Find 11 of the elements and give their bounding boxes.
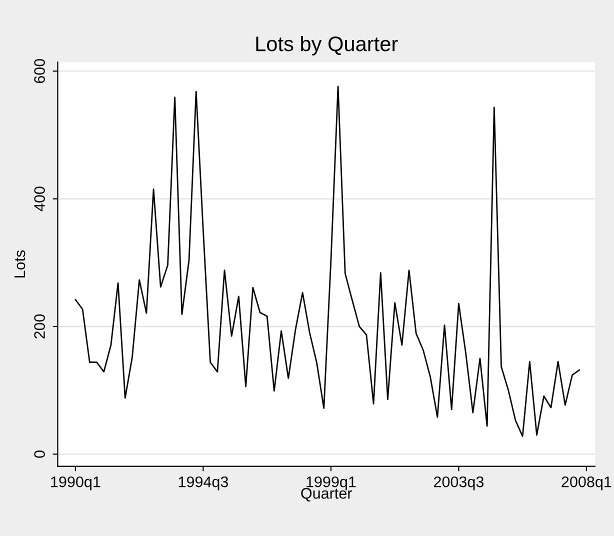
y-tick-label: 200 [34,314,45,338]
y-axis-title: Lots [14,250,26,278]
x-tick-label: 1990q1 [51,476,100,490]
y-tick-label: 0 [34,450,45,458]
line-series [74,86,580,438]
y-tick-label: 600 [34,58,45,84]
x-tick-label: 1994q3 [178,476,228,490]
x-tick-label: 2008q1 [562,476,612,490]
x-tick-label: 2003q3 [434,476,484,490]
y-tick-label: 400 [34,186,45,212]
chart-title: Lots by Quarter [256,36,398,56]
